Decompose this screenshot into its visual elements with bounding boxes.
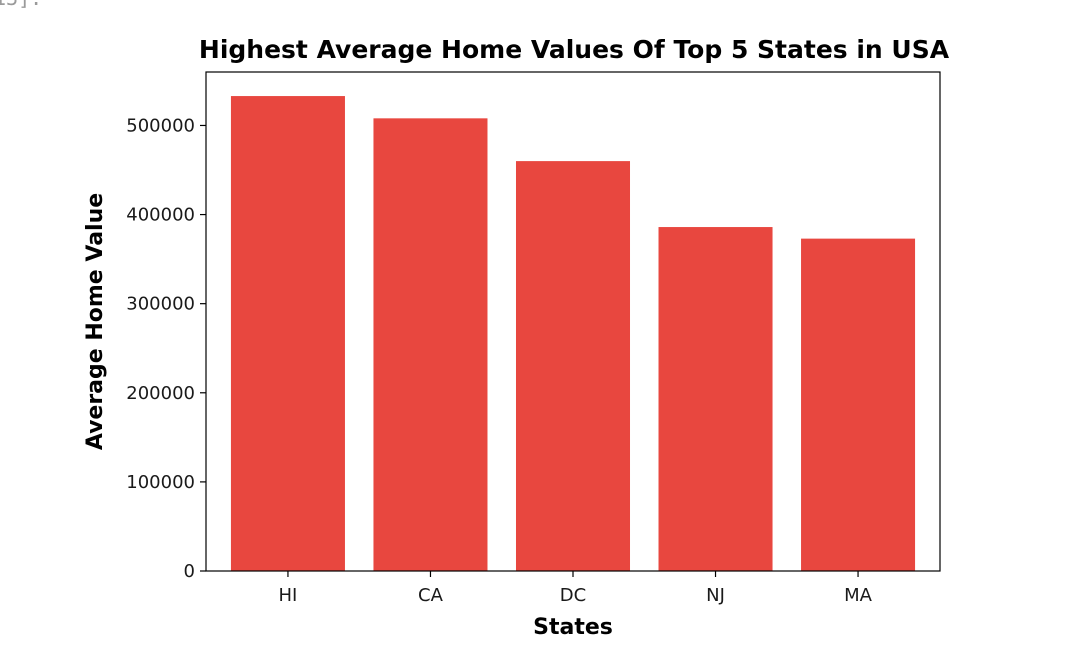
- y-axis-ticks: 0 100000 200000 300000 400000 500000: [126, 115, 206, 582]
- bar-ma: [801, 238, 916, 571]
- bar-ca: [373, 118, 488, 571]
- x-axis-label: States: [533, 615, 613, 640]
- bars-group: [230, 96, 916, 571]
- bar-nj: [658, 227, 773, 571]
- x-tick-label: NJ: [706, 585, 725, 606]
- chart-title: Highest Average Home Values Of Top 5 Sta…: [199, 35, 950, 64]
- y-tick-label: 200000: [126, 383, 195, 404]
- x-tick-label: MA: [844, 585, 873, 606]
- y-tick-label: 300000: [126, 294, 195, 315]
- y-tick-label: 500000: [126, 115, 195, 136]
- y-axis-label: Average Home Value: [83, 193, 108, 450]
- x-tick-label: CA: [418, 585, 444, 606]
- x-tick-label: DC: [560, 585, 586, 606]
- y-tick-label: 400000: [126, 205, 195, 226]
- y-tick-label: 0: [184, 561, 195, 582]
- bar-hi: [230, 96, 345, 571]
- y-tick-label: 100000: [126, 472, 195, 493]
- x-tick-label: HI: [279, 585, 298, 606]
- cell-prompt: 13]:: [0, 0, 42, 10]
- bar-dc: [515, 161, 631, 571]
- x-axis-ticks: HI CA DC NJ MA: [279, 571, 873, 606]
